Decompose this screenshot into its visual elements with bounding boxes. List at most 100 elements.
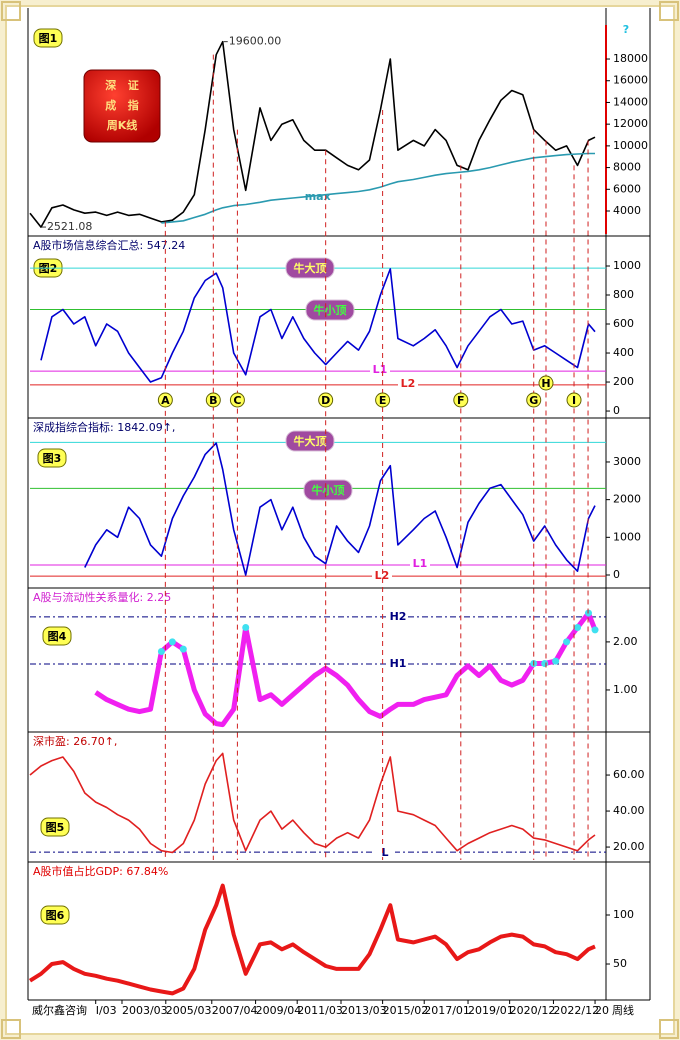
level-label: H1 [390, 657, 407, 670]
corner-ornament [659, 1, 679, 21]
x-tick-label: 2020/12 [510, 1004, 556, 1017]
series-line [29, 752, 596, 854]
level-label: 牛小顶 [312, 483, 345, 497]
title-box-line: 周K线 [107, 118, 138, 132]
highlight-point [574, 623, 582, 631]
panel-title: A股与流动性关系量化: 2.25 [33, 590, 171, 604]
level-label: 牛大顶 [294, 261, 327, 275]
x-tick-label: 2019/01 [468, 1004, 514, 1017]
y-tick-label: 0 [613, 568, 620, 581]
y-tick-label: 20.00 [613, 840, 645, 853]
x-tick-label: 2003/03 [122, 1004, 168, 1017]
panel-badge-label: 图3 [43, 452, 62, 465]
y-tick-label: 1.00 [613, 683, 638, 696]
panel-badge-label: 图1 [39, 32, 58, 45]
title-box-line: 深 证 [105, 78, 139, 92]
footer-brand: 威尔鑫咨询 [32, 1003, 87, 1017]
event-label: H [541, 377, 550, 390]
panel-badge [42, 626, 72, 646]
y-tick-label: 1000 [613, 259, 641, 272]
event-badge [229, 392, 245, 408]
x-tick-label: 2017/01 [424, 1004, 470, 1017]
y-tick-label: 2.00 [613, 635, 638, 648]
event-label: D [321, 394, 330, 407]
level-pill [305, 299, 355, 321]
highlight-point [179, 645, 187, 653]
level-pill [303, 479, 353, 501]
panel-badge [37, 448, 67, 468]
panel-badge-label: 图6 [46, 909, 65, 922]
x-tick-label: 2007/04 [212, 1004, 258, 1017]
annotation-label: 2521.08 [47, 220, 93, 233]
series-line [94, 610, 598, 728]
panel-title: A股市值占比GDP: 67.84% [33, 864, 168, 878]
event-badge [318, 392, 334, 408]
y-tick-label: 14000 [613, 95, 648, 108]
canvas [5, 5, 675, 1035]
panel-title: 深市盈: 26.70↑, [33, 734, 117, 748]
y-tick-label: 10000 [613, 139, 648, 152]
level-label-bg [398, 377, 418, 391]
y-tick-label: 400 [613, 346, 634, 359]
corner-ornament [1, 1019, 21, 1039]
panel-badge [40, 817, 70, 837]
y-tick-label: 2000 [613, 493, 641, 506]
event-label: G [529, 394, 538, 407]
y-tick-label: 12000 [613, 117, 648, 130]
y-tick-label: 0 [613, 404, 620, 417]
highlight-point [552, 657, 560, 665]
highlight-point [541, 660, 549, 668]
event-label: F [457, 394, 465, 407]
highlight-point [242, 623, 250, 631]
level-label: 牛小顶 [314, 303, 347, 317]
y-tick-label: 8000 [613, 161, 641, 174]
event-label: I [572, 394, 576, 407]
corner-ornament [1, 1, 21, 21]
level-pill [285, 430, 335, 452]
level-label-bg [388, 657, 408, 671]
x-tick-label: 2022/12 [553, 1004, 599, 1017]
help-mark: ? [623, 23, 629, 36]
event-label: E [379, 394, 387, 407]
series-line [28, 883, 596, 996]
x-tick-label: 2009/04 [256, 1004, 302, 1017]
panel-title: 深成指综合指标: 1842.09↑, [33, 420, 175, 434]
event-badge [526, 392, 542, 408]
event-badge [157, 392, 173, 408]
level-pill [285, 257, 335, 279]
series-line [29, 40, 596, 228]
level-label: L2 [401, 377, 416, 390]
level-label: H2 [390, 610, 407, 623]
event-badge [205, 392, 221, 408]
series-line [161, 152, 595, 224]
level-label: 牛大顶 [294, 434, 327, 448]
level-label-bg [372, 569, 392, 583]
y-tick-label: 6000 [613, 182, 641, 195]
event-badge [566, 392, 582, 408]
level-label: L1 [413, 557, 428, 570]
x-tick-label: 2013/03 [341, 1004, 387, 1017]
level-label-bg [388, 610, 408, 624]
y-tick-label: 800 [613, 288, 634, 301]
event-badge [375, 392, 391, 408]
event-label: A [161, 394, 170, 407]
highlight-point [157, 648, 165, 656]
y-tick-label: 60.00 [613, 768, 645, 781]
y-tick-label: 40.00 [613, 804, 645, 817]
event-label: B [209, 394, 217, 407]
level-label-bg [410, 557, 430, 571]
highlight-point [591, 626, 599, 634]
y-tick-label: 600 [613, 317, 634, 330]
panel-badge [40, 905, 70, 925]
y-tick-label: 50 [613, 957, 627, 970]
highlight-point [563, 638, 571, 646]
annotation-label: 19600.00 [229, 35, 282, 48]
y-tick-label: 16000 [613, 74, 648, 87]
footer-period: 周线 [612, 1003, 634, 1017]
x-tick-label: 2015/02 [383, 1004, 429, 1017]
highlight-point [168, 638, 176, 646]
series-name: max [305, 190, 331, 203]
series-line [40, 268, 596, 383]
y-tick-label: 18000 [613, 52, 648, 65]
panel-badge-label: 图4 [48, 630, 67, 643]
